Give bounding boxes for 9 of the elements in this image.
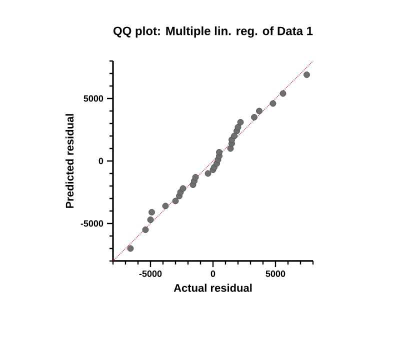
x-tick-label: -5000 — [139, 270, 162, 277]
y-tick-label: 0 — [98, 158, 104, 164]
y-axis-title: Predicted residual — [66, 114, 74, 208]
chart-title: QQ plot: Multiple lin. reg. of Data 1 — [113, 26, 313, 38]
y-tick-label: -5000 — [80, 220, 104, 227]
y-tick-label: 5000 — [84, 95, 104, 102]
x-axis-title: Actual residual — [174, 284, 252, 292]
x-tick-label: 0 — [210, 270, 216, 277]
x-tick-label: 5000 — [266, 270, 286, 277]
